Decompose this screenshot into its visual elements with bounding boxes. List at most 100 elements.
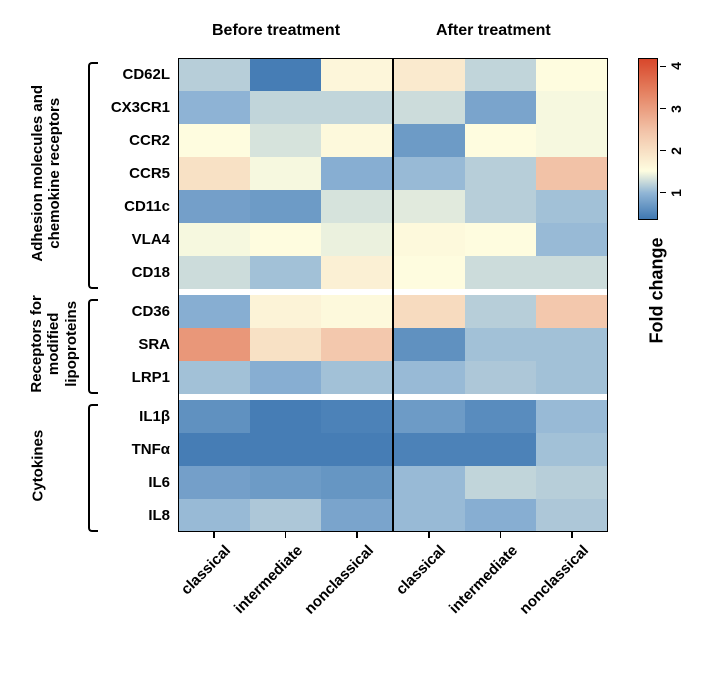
heatmap-half-before bbox=[178, 91, 393, 124]
column-headers: Before treatment After treatment bbox=[178, 22, 608, 52]
heatmap-cell bbox=[321, 466, 393, 499]
heatmap-row bbox=[178, 157, 608, 190]
group-label: Cytokines bbox=[29, 366, 46, 566]
heatmap-row bbox=[178, 223, 608, 256]
heatmap-cell bbox=[178, 361, 250, 394]
x-tick bbox=[356, 532, 358, 538]
heatmap-cell bbox=[321, 256, 393, 289]
colorbar-tick-label: 1 bbox=[668, 189, 684, 197]
heatmap-cell bbox=[536, 256, 608, 289]
row-label: IL6 bbox=[148, 474, 170, 491]
heatmap-half-before bbox=[178, 328, 393, 361]
heatmap-cell bbox=[393, 361, 465, 394]
heatmap-cell bbox=[393, 400, 465, 433]
heatmap-cell bbox=[536, 58, 608, 91]
heatmap-cell bbox=[250, 157, 322, 190]
heatmap-cell bbox=[393, 328, 465, 361]
row-label: TNFα bbox=[132, 441, 170, 458]
heatmap-cell bbox=[465, 400, 537, 433]
row-label: CD11c bbox=[124, 198, 170, 215]
heatmap-half-after bbox=[393, 400, 608, 433]
heatmap-row bbox=[178, 58, 608, 91]
heatmap-half-before bbox=[178, 256, 393, 289]
heatmap-cell bbox=[536, 361, 608, 394]
row-label: CCR5 bbox=[129, 165, 170, 182]
heatmap-cell bbox=[393, 190, 465, 223]
heatmap-cell bbox=[178, 58, 250, 91]
heatmap-cell bbox=[178, 91, 250, 124]
colorbar-tick-label: 3 bbox=[668, 105, 684, 113]
heatmap-cell bbox=[465, 466, 537, 499]
group-bracket bbox=[88, 404, 98, 532]
heatmap-cell bbox=[178, 499, 250, 532]
heatmap-cell bbox=[393, 295, 465, 328]
row-label: CX3CR1 bbox=[111, 99, 170, 116]
heatmap-half-before bbox=[178, 361, 393, 394]
row-label: CD18 bbox=[132, 264, 170, 281]
heatmap-cell bbox=[321, 223, 393, 256]
heatmap-cell bbox=[393, 91, 465, 124]
heatmap-cell bbox=[178, 466, 250, 499]
row-label: CD36 bbox=[132, 303, 170, 320]
heatmap-cell bbox=[250, 223, 322, 256]
heatmap-row bbox=[178, 256, 608, 289]
fold-change-label: Fold change bbox=[646, 237, 667, 343]
heatmap-cell bbox=[536, 433, 608, 466]
heatmap-cell bbox=[250, 328, 322, 361]
row-label: CCR2 bbox=[129, 132, 170, 149]
row-label: IL8 bbox=[148, 507, 170, 524]
heatmap-cell bbox=[250, 433, 322, 466]
heatmap-cell bbox=[250, 499, 322, 532]
heatmap-cell bbox=[536, 223, 608, 256]
x-tick bbox=[428, 532, 430, 538]
heatmap-half-after bbox=[393, 91, 608, 124]
header-before: Before treatment bbox=[212, 22, 340, 40]
heatmap-half-before bbox=[178, 400, 393, 433]
heatmap-cell bbox=[178, 295, 250, 328]
colorbar-tick bbox=[660, 108, 666, 110]
heatmap-half-after bbox=[393, 223, 608, 256]
heatmap-row bbox=[178, 466, 608, 499]
group-bracket bbox=[88, 299, 98, 394]
colorbar-tick-label: 4 bbox=[668, 63, 684, 71]
heatmap-half-before bbox=[178, 433, 393, 466]
heatmap-cell bbox=[393, 124, 465, 157]
heatmap-cell bbox=[465, 58, 537, 91]
heatmap-cell bbox=[321, 58, 393, 91]
heatmap-cell bbox=[536, 157, 608, 190]
heatmap bbox=[178, 58, 608, 532]
heatmap-half-before bbox=[178, 58, 393, 91]
heatmap-row bbox=[178, 190, 608, 223]
heatmap-cell bbox=[393, 466, 465, 499]
heatmap-half-after bbox=[393, 157, 608, 190]
heatmap-cell bbox=[465, 328, 537, 361]
x-tick bbox=[571, 532, 573, 538]
heatmap-cell bbox=[321, 361, 393, 394]
heatmap-row bbox=[178, 295, 608, 328]
heatmap-cell bbox=[393, 157, 465, 190]
heatmap-cell bbox=[178, 124, 250, 157]
heatmap-row bbox=[178, 433, 608, 466]
heatmap-block bbox=[178, 58, 608, 289]
heatmap-half-after bbox=[393, 295, 608, 328]
row-label: LRP1 bbox=[132, 369, 170, 386]
heatmap-cell bbox=[178, 328, 250, 361]
heatmap-cell bbox=[465, 157, 537, 190]
heatmap-cell bbox=[465, 124, 537, 157]
heatmap-cell bbox=[321, 124, 393, 157]
colorbar-tick bbox=[660, 192, 666, 194]
heatmap-half-after bbox=[393, 256, 608, 289]
heatmap-row bbox=[178, 499, 608, 532]
heatmap-cell bbox=[393, 223, 465, 256]
heatmap-cell bbox=[321, 91, 393, 124]
heatmap-cell bbox=[536, 499, 608, 532]
heatmap-cell bbox=[250, 295, 322, 328]
heatmap-half-before bbox=[178, 499, 393, 532]
heatmap-cell bbox=[250, 400, 322, 433]
heatmap-half-after bbox=[393, 361, 608, 394]
heatmap-cell bbox=[250, 466, 322, 499]
heatmap-block bbox=[178, 400, 608, 532]
colorbar-tick bbox=[660, 66, 666, 68]
heatmap-half-after bbox=[393, 58, 608, 91]
heatmap-cell bbox=[178, 157, 250, 190]
